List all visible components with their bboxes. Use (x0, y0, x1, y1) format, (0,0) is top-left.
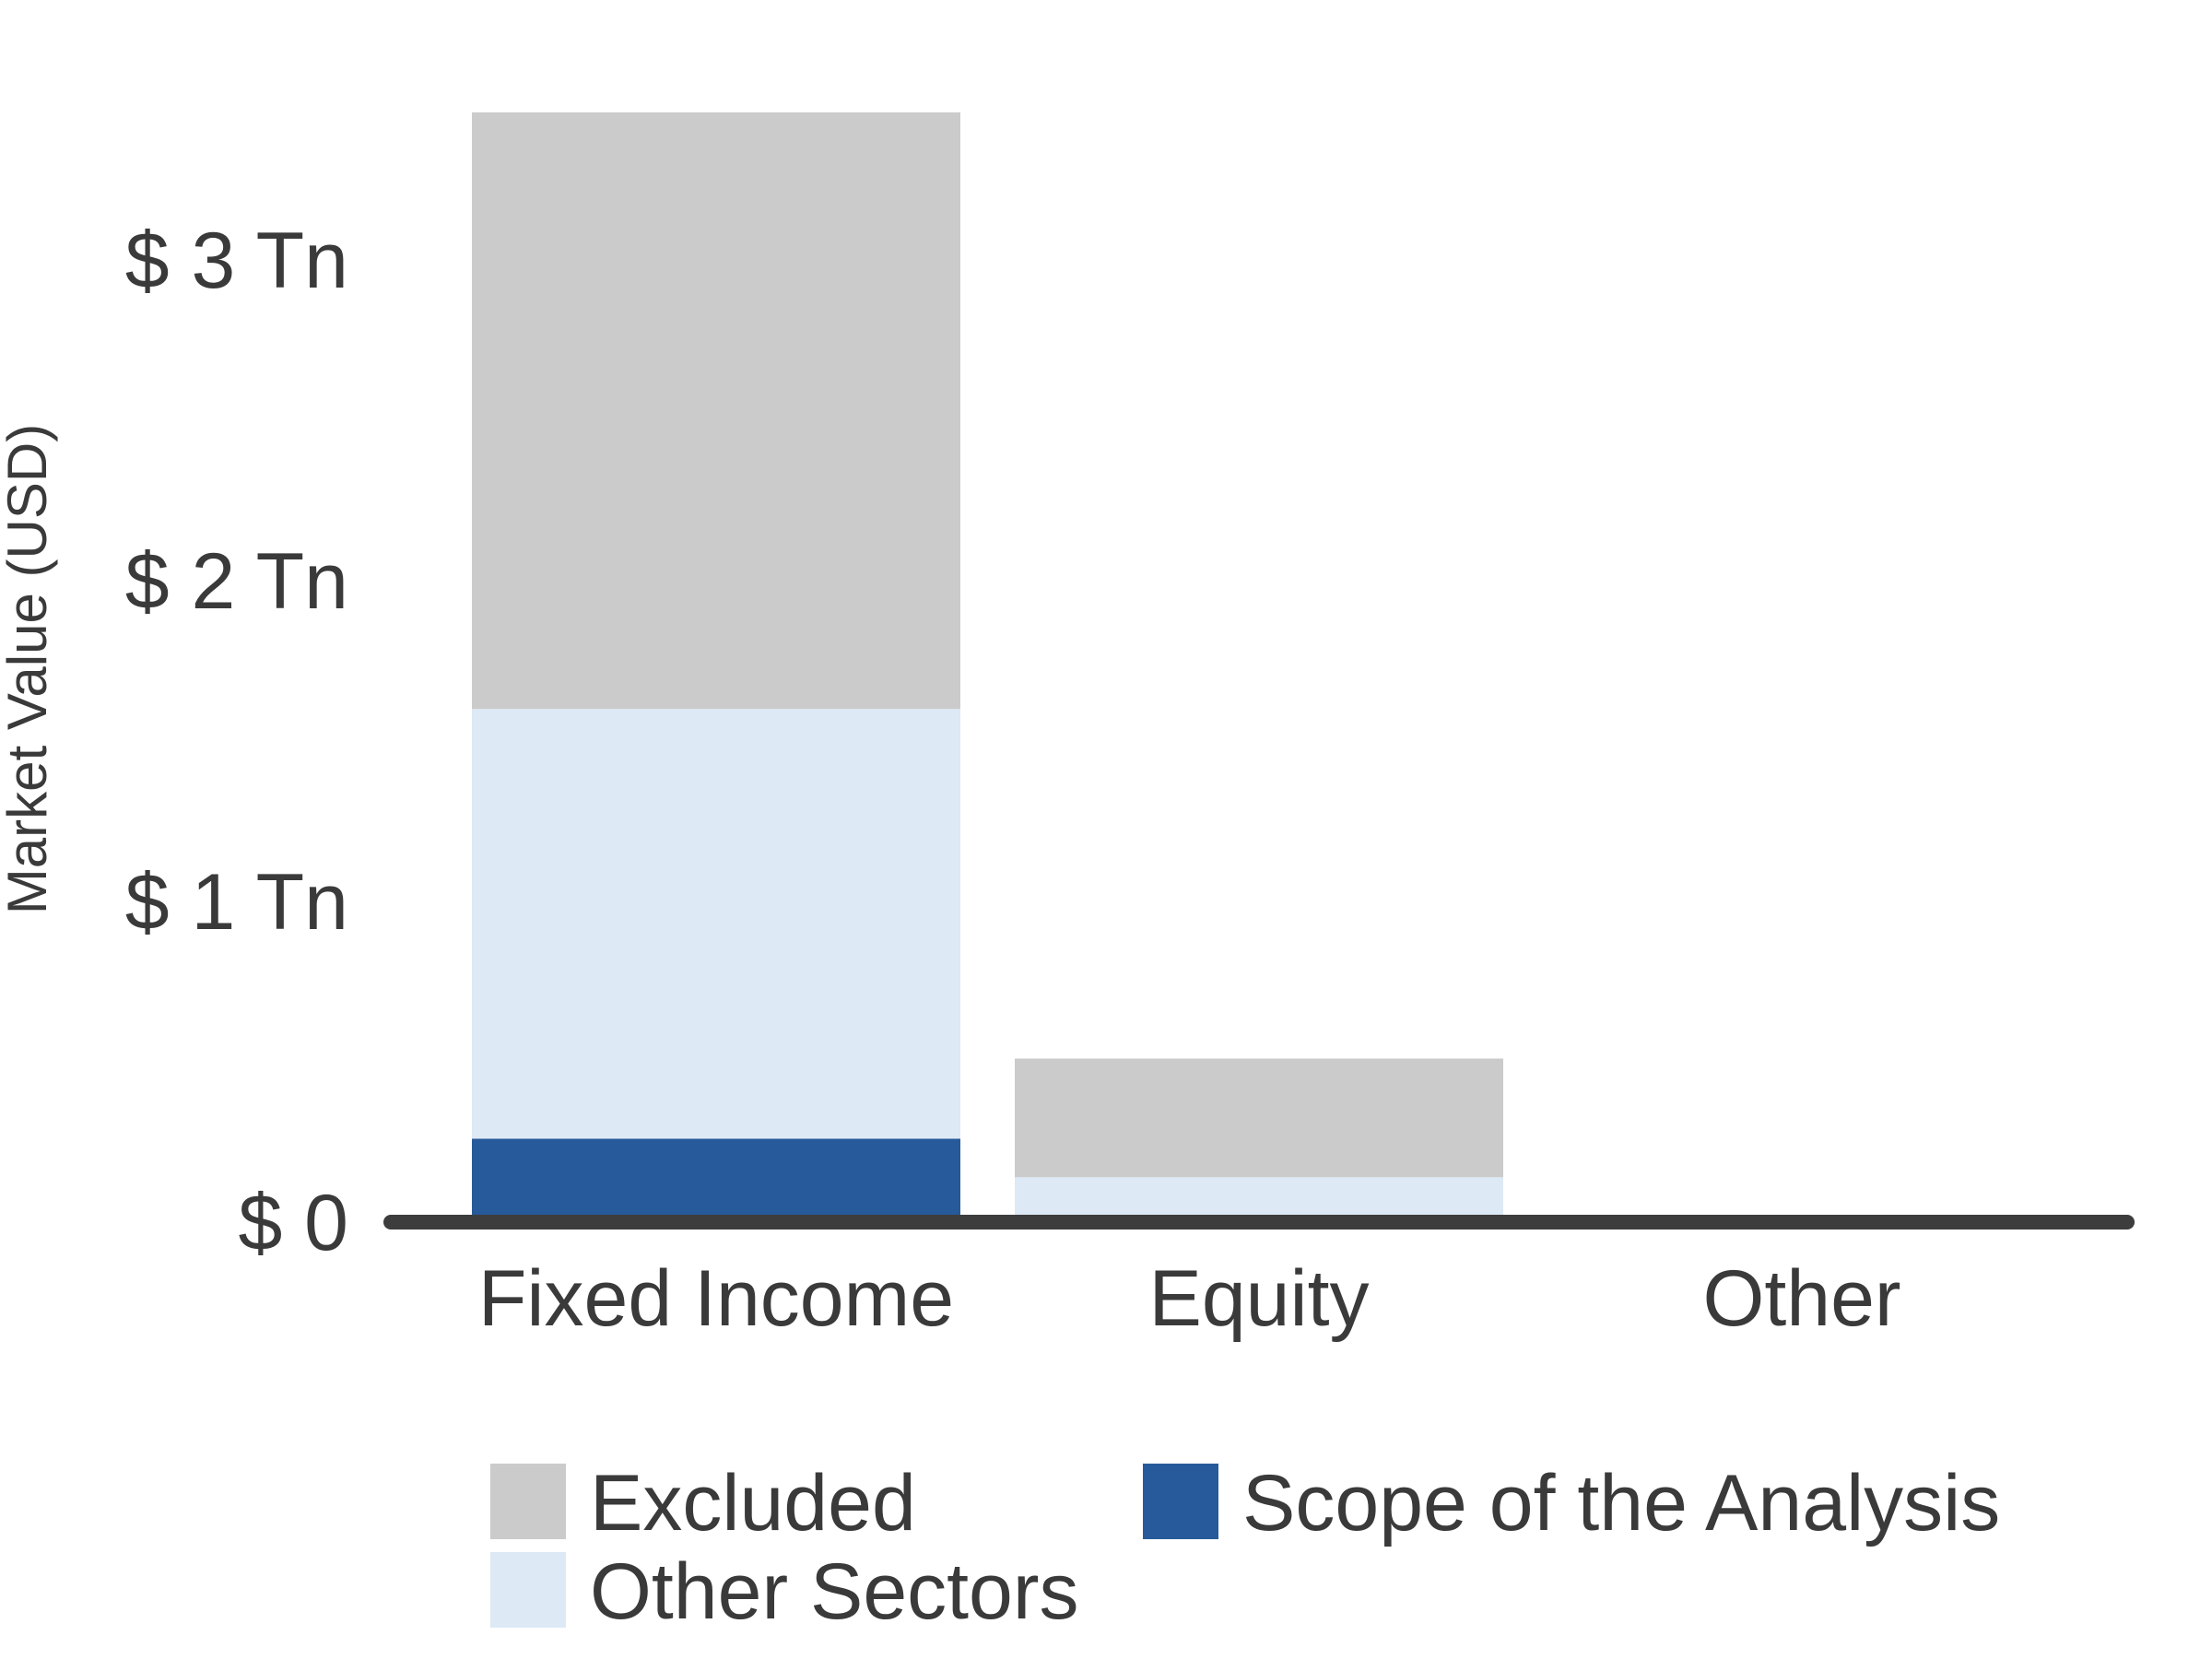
legend-swatch (490, 1464, 566, 1539)
legend-swatch (490, 1552, 566, 1628)
x-category-labels: Fixed Income Equity Other (478, 1254, 1901, 1343)
y-tick-label: $ 0 (238, 1179, 348, 1267)
y-tick-labels: $ 0 $ 1 Tn $ 2 Tn $ 3 Tn (125, 217, 348, 1267)
x-category-label: Other (1702, 1254, 1900, 1343)
bars-group (472, 112, 1503, 1222)
y-tick-label: $ 1 Tn (125, 858, 348, 947)
bar-fixed-income-scope-of-the-analysis (472, 1138, 960, 1222)
legend-label: Excluded (590, 1459, 916, 1547)
legend-label: Other Sectors (590, 1547, 1079, 1636)
y-tick-label: $ 2 Tn (125, 537, 348, 626)
bar-fixed-income-other-sectors (472, 709, 960, 1139)
x-category-label: Equity (1148, 1254, 1369, 1343)
legend: Excluded Scope of the Analysis Other Secto… (490, 1459, 2000, 1636)
legend-label: Scope of the Analysis (1242, 1459, 2000, 1547)
y-axis-title: Market Value (USD) (0, 424, 58, 914)
x-category-label: Fixed Income (478, 1254, 954, 1343)
bar-equity-excluded (1015, 1058, 1503, 1178)
bar-equity-other-sectors (1015, 1177, 1503, 1222)
bar-fixed-income-excluded (472, 112, 960, 710)
legend-swatch (1143, 1464, 1218, 1539)
y-tick-label: $ 3 Tn (125, 217, 348, 305)
